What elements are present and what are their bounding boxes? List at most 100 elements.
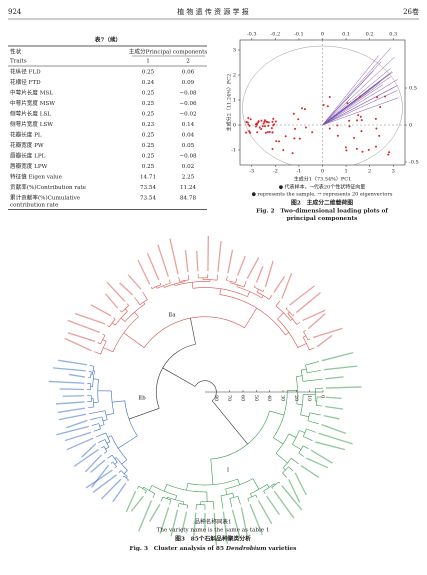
dendro-branch xyxy=(99,424,105,427)
sample-point xyxy=(359,115,362,118)
sample-point xyxy=(271,120,274,123)
leaf-label xyxy=(159,507,170,534)
bottom-tick-label: 2 xyxy=(368,169,371,175)
sample-point xyxy=(267,121,270,124)
sample-point xyxy=(311,131,314,134)
leaf-label xyxy=(321,423,347,435)
leaf-label xyxy=(130,495,144,512)
dendro-branch xyxy=(160,496,164,502)
dendro-branch xyxy=(296,403,303,405)
row-label: 贡献率(%)Contribution rate xyxy=(10,183,87,191)
dendro-branch xyxy=(104,451,108,454)
dendro-branch xyxy=(105,413,115,416)
dendro-branch xyxy=(113,317,116,320)
sample-point xyxy=(361,150,364,153)
leaf-label xyxy=(105,293,119,309)
dendro-branch xyxy=(143,316,245,348)
figure-note: 品种名称同表1 xyxy=(194,518,231,526)
bottom-tick-label: -2 xyxy=(273,169,278,175)
leaf-label xyxy=(64,431,92,442)
leaf-label xyxy=(184,249,189,273)
dendro-branch xyxy=(139,299,148,305)
dendro-branch xyxy=(111,322,116,326)
top-tick-label: 0 xyxy=(321,32,324,38)
dendro-branch xyxy=(220,492,233,496)
table-head: 主成分Principal components xyxy=(129,48,208,56)
dendro-branch xyxy=(275,433,290,454)
sample-point xyxy=(326,105,329,108)
caption: 图2 主成分二维载荷图 xyxy=(291,199,353,207)
dendro-branch xyxy=(92,366,95,376)
row-label: 侧萼片宽度 LSW xyxy=(10,120,53,128)
dendro-branch xyxy=(105,446,110,450)
scale-tick-label: 10 xyxy=(306,395,312,401)
sample-point xyxy=(282,149,285,152)
leaf-label xyxy=(119,282,134,296)
dendro-branch xyxy=(107,435,112,438)
sample-point xyxy=(294,127,297,130)
leaf-label xyxy=(266,495,280,516)
leaf-label xyxy=(146,253,160,281)
sample-point xyxy=(245,120,248,123)
dendro-branch xyxy=(296,321,301,325)
dendro-branch xyxy=(210,459,214,485)
sample-point xyxy=(292,112,295,115)
sample-point xyxy=(266,131,269,134)
dendro-branch xyxy=(292,444,302,450)
row-label: 花纵径 FLD xyxy=(10,68,41,76)
sample-point xyxy=(360,119,363,122)
leaf-label xyxy=(306,457,329,469)
dendro-branch xyxy=(122,475,125,478)
eigenvector-arrow xyxy=(322,97,399,126)
leaf-label xyxy=(300,465,320,479)
sample-point xyxy=(248,124,251,127)
dendro-branch xyxy=(150,286,153,289)
sample-point xyxy=(254,123,257,126)
table-head: Traits xyxy=(10,59,27,65)
sample-point xyxy=(384,95,387,98)
dendro-branch xyxy=(94,351,101,355)
right-tick-label: 0.5 xyxy=(409,86,417,92)
dendro-branch xyxy=(102,339,107,342)
cell: 0.02 xyxy=(182,164,195,170)
figure-3: 80 70 60 50 40 30 20 10 0 Ⅱa Ⅱb Ⅰ 品种名称同表1 The variety… xyxy=(48,235,362,552)
dendro-branch xyxy=(307,412,311,421)
dendro-branch xyxy=(120,317,126,322)
cell: 84.78 xyxy=(180,196,196,202)
dendro-branch xyxy=(211,400,248,445)
scale-tick-label: 80 xyxy=(213,395,219,401)
dendro-branch xyxy=(275,453,288,464)
dendro-branch xyxy=(303,335,307,338)
dendro-branch xyxy=(134,297,141,305)
dendro-branch xyxy=(148,485,153,491)
dendro-branch xyxy=(124,400,138,437)
dendro-branch xyxy=(225,488,228,495)
dendro-branch xyxy=(278,481,281,484)
leaf-label xyxy=(294,472,307,496)
eigenvector-arrow xyxy=(322,68,391,126)
dendro-branch xyxy=(226,276,228,281)
left-tick-label: 2 xyxy=(233,73,236,79)
leaf-label xyxy=(288,479,301,503)
row-label: 唇瓣长度 LPL xyxy=(10,152,46,160)
sample-point xyxy=(278,140,281,143)
leaf-label xyxy=(281,485,303,511)
dendro-branch xyxy=(306,428,316,433)
sample-point xyxy=(353,136,356,139)
sample-point xyxy=(388,151,391,154)
dendro-branch xyxy=(88,410,106,415)
sample-point xyxy=(328,127,331,130)
scale-tick-label: 30 xyxy=(280,395,286,401)
dendro-branch xyxy=(275,300,281,307)
cell: 0.25 xyxy=(142,164,155,170)
top-tick-label: -0.2 xyxy=(271,32,281,38)
dendro-branch xyxy=(309,347,315,351)
sample-point xyxy=(387,153,390,156)
dendro-branch xyxy=(95,432,106,438)
left-tick-label: 3 xyxy=(233,48,236,54)
dendro-branch xyxy=(151,284,161,289)
dendro-branch xyxy=(93,428,101,432)
leaf-label xyxy=(310,449,333,464)
dendro-branch xyxy=(254,286,263,292)
